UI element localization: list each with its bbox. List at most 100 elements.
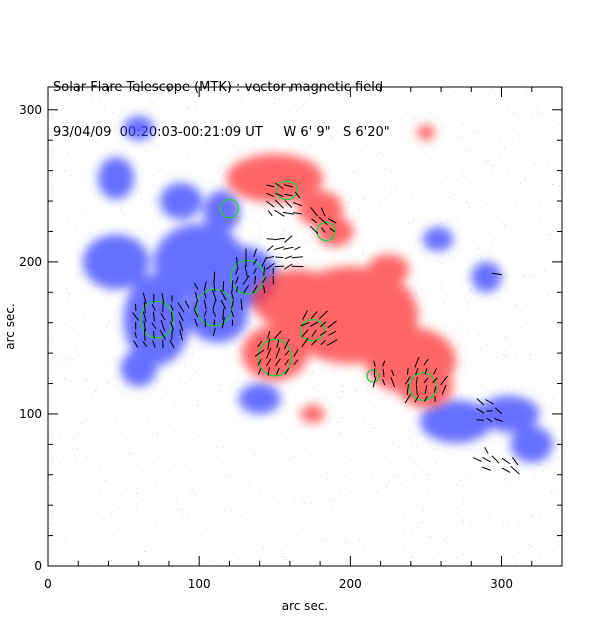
noise-dot	[268, 106, 270, 108]
noise-dot	[351, 404, 353, 406]
noise-dot	[465, 347, 467, 349]
noise-dot	[359, 540, 360, 541]
noise-dot	[116, 498, 118, 500]
noise-dot	[216, 456, 218, 458]
noise-dot	[507, 104, 508, 106]
noise-dot	[374, 427, 376, 429]
noise-dot	[55, 253, 57, 255]
noise-dot	[473, 219, 475, 221]
noise-dot	[324, 147, 326, 149]
noise-dot	[108, 321, 110, 323]
noise-dot	[499, 142, 500, 144]
noise-dot	[57, 186, 59, 188]
noise-dot	[302, 497, 304, 499]
noise-dot	[532, 554, 534, 556]
noise-dot	[426, 121, 428, 123]
noise-dot	[244, 464, 246, 466]
field-vector	[274, 199, 284, 209]
noise-dot	[197, 404, 199, 405]
noise-dot	[465, 97, 467, 99]
noise-dot	[169, 471, 171, 472]
noise-dot	[200, 208, 202, 210]
field-vector	[292, 202, 302, 207]
field-area	[48, 87, 562, 566]
noise-dot	[448, 254, 450, 256]
noise-dot	[415, 293, 417, 295]
noise-dot	[136, 188, 138, 190]
noise-dot	[490, 524, 492, 526]
noise-dot	[96, 512, 98, 514]
noise-dot	[71, 448, 73, 450]
contour-line	[408, 372, 438, 401]
figure-subtitle: 93/04/09 00:20:03-00:21:09 UT W 6' 9" S …	[53, 125, 390, 140]
noise-dot	[486, 344, 487, 346]
field-vector	[301, 329, 309, 338]
noise-dot	[388, 236, 390, 238]
noise-dot	[178, 493, 179, 495]
noise-dot	[89, 490, 91, 492]
noise-dot	[539, 517, 541, 519]
noise-dot	[515, 204, 517, 205]
noise-dot	[63, 323, 65, 325]
noise-dot	[351, 87, 353, 89]
noise-dot	[255, 483, 257, 485]
noise-dot	[118, 507, 120, 508]
noise-dot	[428, 535, 429, 537]
noise-dot	[495, 298, 497, 300]
noise-dot	[471, 532, 473, 533]
noise-dot	[532, 261, 534, 263]
field-vector	[510, 465, 520, 475]
noise-dot	[372, 476, 373, 478]
noise-dot	[155, 481, 157, 483]
noise-dot	[280, 432, 282, 434]
noise-dot	[556, 493, 558, 495]
noise-dot	[129, 288, 131, 290]
noise-dot	[413, 219, 415, 221]
noise-dot	[355, 135, 357, 136]
noise-dot	[390, 193, 392, 195]
noise-dot	[138, 143, 139, 144]
noise-dot	[539, 464, 540, 465]
field-vector	[212, 327, 216, 337]
noise-dot	[416, 446, 417, 448]
field-vector	[415, 384, 418, 395]
field-vector	[253, 267, 257, 275]
noise-dot	[242, 523, 244, 525]
noise-dot	[184, 383, 186, 384]
noise-dot	[51, 106, 53, 108]
noise-dot	[309, 93, 311, 95]
noise-dot	[376, 383, 378, 385]
noise-dot	[445, 332, 446, 334]
noise-dot	[528, 543, 529, 545]
noise-dot	[285, 212, 287, 214]
field-vector	[284, 359, 290, 366]
noise-dot	[357, 103, 359, 105]
field-vector	[171, 330, 173, 340]
negative-region	[238, 383, 281, 414]
noise-dot	[100, 295, 102, 297]
noise-dot	[455, 556, 457, 558]
noise-dot	[146, 235, 148, 237]
noise-dot	[304, 502, 306, 504]
noise-dot	[92, 138, 94, 140]
noise-dot	[68, 125, 70, 126]
noise-dot	[287, 87, 289, 89]
noise-dot	[431, 306, 433, 308]
contour-line	[299, 319, 326, 342]
noise-dot	[254, 124, 256, 126]
noise-dot	[74, 299, 76, 301]
noise-dot	[377, 453, 379, 454]
noise-dot	[406, 495, 408, 497]
noise-dot	[97, 537, 99, 539]
noise-dot	[525, 333, 527, 335]
noise-dot	[253, 451, 255, 453]
noise-dot	[460, 183, 462, 185]
noise-dot	[465, 370, 467, 372]
noise-dot	[413, 475, 415, 477]
noise-dot	[196, 535, 197, 537]
noise-dot	[302, 145, 304, 147]
field-vector	[320, 227, 326, 233]
positive-region	[226, 153, 324, 203]
noise-dot	[559, 430, 561, 432]
noise-dot	[474, 386, 476, 388]
